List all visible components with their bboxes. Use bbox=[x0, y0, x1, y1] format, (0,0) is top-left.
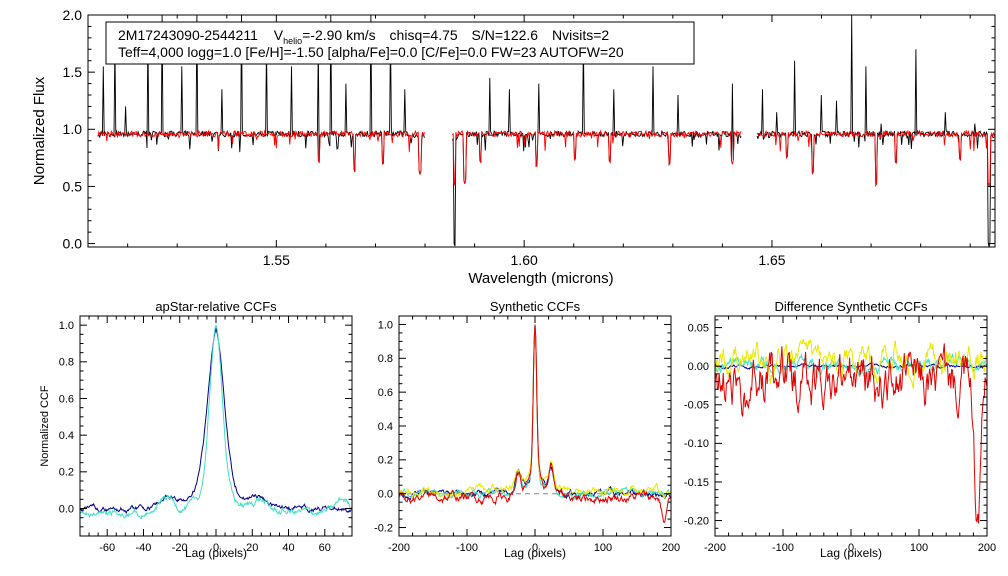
x-tick-label: -20 bbox=[172, 542, 188, 554]
ccf-line-ccf-4 bbox=[399, 324, 671, 524]
nvisits-value: Nvisits=2 bbox=[552, 27, 609, 43]
chisq-value: chisq=4.75 bbox=[390, 27, 458, 43]
diff-line-diff-3 bbox=[715, 338, 987, 390]
y-tick-label: 1.0 bbox=[63, 121, 83, 137]
apstar-ccf-xlabel: Lag (pixels) bbox=[185, 546, 247, 560]
spectrum-line-observed bbox=[451, 37, 742, 247]
spectrum-line-model bbox=[451, 129, 742, 186]
y-tick-label: -0.2 bbox=[374, 522, 393, 534]
apstar-ccf-ylabel: Normalized CCF bbox=[39, 385, 51, 467]
y-tick-label: -0.10 bbox=[684, 438, 709, 450]
synthetic-ccf-panel: Synthetic CCFs -200 -100 0 100 200 -0.2 0.0 0.2… bbox=[374, 299, 680, 560]
y-tick-label: 0.2 bbox=[378, 455, 393, 467]
ccf-line-ccf-2 bbox=[399, 324, 671, 501]
spectrum-ticks: 1.55 1.60 1.65 0.0 0.5 1.0 1.5 2.0 bbox=[63, 7, 995, 268]
synthetic-ccf-ticks: -200 -100 0 100 200 -0.2 0.0 0.2 0.4 0.6 0.8 1.0 bbox=[374, 315, 680, 554]
y-tick-label: -0.20 bbox=[684, 515, 709, 527]
y-tick-label: 2.0 bbox=[63, 7, 83, 23]
x-tick-label: -100 bbox=[772, 542, 794, 554]
spectrum-line-model bbox=[756, 129, 995, 187]
star-id: 2M17243090-2544211 bbox=[118, 27, 258, 43]
x-tick-label: 1.60 bbox=[511, 252, 538, 268]
x-tick-label: 60 bbox=[319, 542, 331, 554]
spectrum-info-box bbox=[105, 21, 695, 65]
ccf-line-ccf-1 bbox=[399, 324, 671, 501]
y-tick-label: 0.6 bbox=[378, 387, 393, 399]
synthetic-ccf-frame bbox=[398, 315, 672, 537]
sn-value: S/N=122.6 bbox=[472, 27, 539, 43]
diff-ccf-ticks: -200 -100 0 100 200 -0.20 -0.15 -0.10 -0.05 0.00 0… bbox=[684, 316, 996, 554]
vhelio-value: =-2.90 km/s bbox=[302, 27, 376, 43]
y-tick-label: 0.4 bbox=[378, 421, 393, 433]
x-tick-label: -40 bbox=[136, 542, 152, 554]
diff-ccf-xlabel: Lag (pixels) bbox=[820, 546, 882, 560]
spectrum-curves bbox=[97, 15, 995, 247]
spectrum-line-observed bbox=[97, 15, 425, 175]
spectrum-xlabel: Wavelength (microns) bbox=[468, 270, 613, 287]
x-tick-label: 200 bbox=[662, 542, 680, 554]
vhelio-subscript: helio bbox=[283, 36, 302, 46]
diff-ccf-title: Difference Synthetic CCFs bbox=[775, 299, 928, 314]
y-tick-label: 1.5 bbox=[63, 64, 83, 80]
spectrum-ylabel: Normalized Flux bbox=[31, 76, 48, 185]
ccf-line-visit-2 bbox=[80, 323, 352, 520]
y-tick-label: -0.15 bbox=[684, 477, 709, 489]
spectrum-line-model bbox=[97, 129, 425, 175]
y-tick-label: 1.0 bbox=[59, 320, 74, 332]
diff-ccf-curves bbox=[715, 338, 987, 524]
diff-ccf-panel: Difference Synthetic CCFs -200 -100 0 100 20… bbox=[684, 299, 996, 560]
spectrum-frame bbox=[87, 14, 996, 248]
y-tick-label: 0.00 bbox=[688, 361, 709, 373]
x-tick-label: -200 bbox=[704, 542, 726, 554]
x-tick-label: 0 bbox=[848, 542, 854, 554]
y-tick-label: 0.6 bbox=[59, 393, 74, 405]
y-tick-label: 0.2 bbox=[59, 467, 74, 479]
y-tick-label: 1.0 bbox=[378, 319, 393, 331]
ccf-line-ccf-3 bbox=[399, 327, 671, 500]
y-tick-label: 0.0 bbox=[63, 235, 83, 251]
x-tick-label: 20 bbox=[246, 542, 258, 554]
spectrum-info-line1: 2M17243090-2544211 Vhelio=-2.90 km/s chi… bbox=[118, 27, 609, 46]
apstar-ccf-frame bbox=[79, 315, 353, 537]
synthetic-ccf-curves bbox=[399, 324, 671, 524]
x-tick-label: 100 bbox=[910, 542, 928, 554]
apstar-ccf-panel: apStar-relative CCFs -60 -40 -20 0 20 40 60 0.0… bbox=[39, 299, 353, 560]
x-tick-label: 0 bbox=[213, 542, 219, 554]
spectrum-line-observed bbox=[756, 15, 995, 247]
spectrum-panel: 1.55 1.60 1.65 0.0 0.5 1.0 1.5 2.0 2M17243090-2… bbox=[31, 7, 996, 287]
x-tick-label: 100 bbox=[594, 542, 612, 554]
x-tick-label: 40 bbox=[282, 542, 294, 554]
y-tick-label: 0.8 bbox=[378, 353, 393, 365]
y-tick-label: -0.05 bbox=[684, 400, 709, 412]
y-tick-label: 0.8 bbox=[59, 357, 74, 369]
y-tick-label: 0.0 bbox=[59, 503, 74, 515]
apstar-ccf-title: apStar-relative CCFs bbox=[155, 299, 277, 314]
apstar-ccf-curves bbox=[80, 323, 352, 520]
x-tick-label: -60 bbox=[99, 542, 115, 554]
x-tick-label: 1.65 bbox=[758, 252, 785, 268]
x-tick-label: -200 bbox=[388, 542, 410, 554]
diff-line-diff-4 bbox=[715, 343, 987, 524]
y-tick-label: 0.0 bbox=[378, 489, 393, 501]
vhelio-symbol: V bbox=[274, 27, 284, 43]
x-tick-label: 0 bbox=[532, 542, 538, 554]
x-tick-label: -100 bbox=[456, 542, 478, 554]
x-tick-label: 200 bbox=[978, 542, 996, 554]
y-tick-label: 0.05 bbox=[688, 322, 709, 334]
y-tick-label: 0.5 bbox=[63, 178, 83, 194]
spectrum-info-line2: Teff=4,000 logg=1.0 [Fe/H]=-1.50 [alpha/… bbox=[118, 44, 624, 60]
ccf-line-visit-1 bbox=[80, 326, 352, 515]
y-tick-label: 0.4 bbox=[59, 430, 74, 442]
apstar-ccf-ticks: -60 -40 -20 0 20 40 60 0.0 0.2 0.4 0.6 0.8 1.0 bbox=[59, 315, 353, 554]
synthetic-ccf-title: Synthetic CCFs bbox=[490, 299, 581, 314]
x-tick-label: 1.55 bbox=[263, 252, 290, 268]
synthetic-ccf-xlabel: Lag (pixels) bbox=[504, 546, 566, 560]
